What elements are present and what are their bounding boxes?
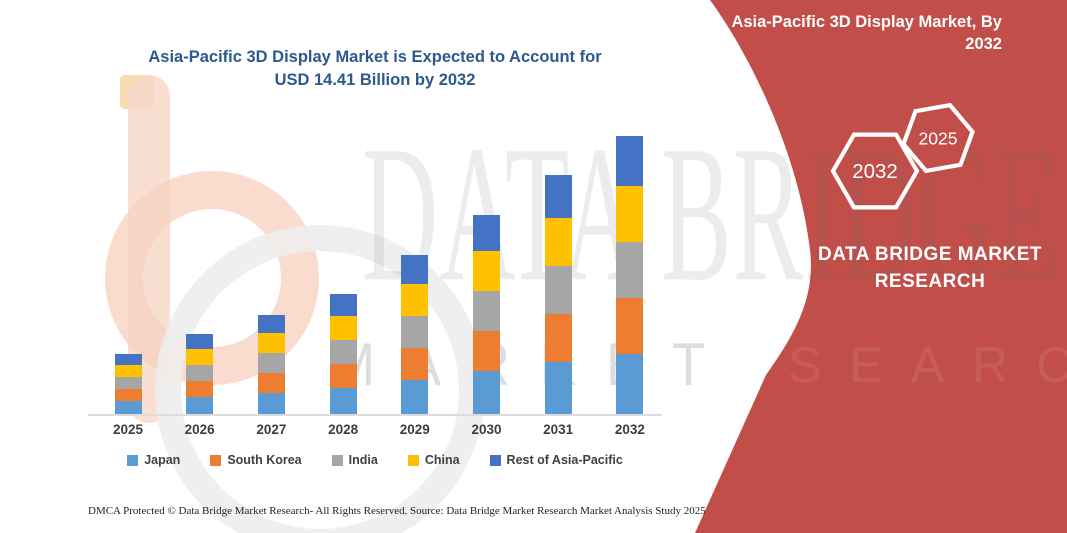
- legend-label: South Korea: [227, 453, 302, 467]
- bar-column-2028: [329, 294, 357, 415]
- footer-source-text: Source: Data Bridge Market Research Mark…: [410, 505, 706, 517]
- bar-segment-south-korea-2025: [114, 389, 142, 401]
- legend-label: Rest of Asia-Pacific: [506, 453, 623, 467]
- bar-segment-china-2026: [186, 349, 214, 365]
- bar-segment-south-korea-2030: [473, 331, 500, 371]
- bar-segment-rest-of-asia-pacific-2027: [257, 315, 285, 333]
- bar-segment-china-2032: [616, 186, 644, 242]
- year-label-2025: 2025: [112, 422, 144, 437]
- legend-item-japan: Japan: [127, 453, 180, 467]
- bar-segment-china-2030: [473, 251, 500, 291]
- bar-column-2026: [186, 334, 214, 415]
- bar-segment-japan-2032: [616, 354, 644, 415]
- bar-segment-rest-of-asia-pacific-2029: [401, 255, 429, 284]
- bar-segment-china-2029: [401, 284, 429, 316]
- year-label-2026: 2026: [184, 422, 215, 437]
- year-label-2031: 2031: [543, 422, 574, 437]
- year-label-2027: 2027: [256, 422, 287, 437]
- legend-item-china: China: [407, 453, 460, 467]
- bar-segment-rest-of-asia-pacific-2026: [186, 334, 214, 349]
- year-label-2032: 2032: [614, 422, 645, 437]
- bar-segment-rest-of-asia-pacific-2030: [473, 215, 500, 251]
- bar-segment-india-2032: [616, 242, 644, 298]
- year-label-2030: 2030: [471, 422, 502, 437]
- gray-swoosh: [155, 225, 485, 533]
- bar-segment-india-2031: [544, 266, 572, 314]
- bar-segment-rest-of-asia-pacific-2028: [329, 294, 357, 316]
- legend-item-rest-of-asia-pacific: Rest of Asia-Pacific: [489, 453, 623, 467]
- legend-swatch: [127, 454, 139, 466]
- bar-segment-rest-of-asia-pacific-2025: [114, 354, 142, 365]
- bar-column-2031: [544, 175, 572, 415]
- bar-column-2032: [616, 136, 644, 415]
- legend-swatch: [489, 454, 501, 466]
- bar-segment-india-2027: [257, 353, 285, 373]
- legend-swatch: [210, 454, 222, 466]
- bar-column-2025: [114, 354, 142, 415]
- bar-segment-japan-2025: [114, 401, 142, 415]
- bar-segment-india-2026: [186, 365, 214, 381]
- bar-column-2030: [473, 215, 500, 415]
- legend-swatch: [407, 454, 419, 466]
- legend-swatch: [331, 454, 343, 466]
- bar-segment-china-2028: [329, 316, 357, 340]
- bar-segment-japan-2031: [544, 362, 572, 415]
- legend-item-south-korea: South Korea: [210, 453, 302, 467]
- bar-segment-china-2025: [114, 365, 142, 377]
- legend-label: Japan: [144, 453, 181, 467]
- bar-segment-south-korea-2028: [329, 364, 357, 388]
- legend-label: China: [424, 453, 460, 467]
- bar-segment-japan-2027: [257, 393, 285, 415]
- bar-segment-india-2029: [401, 316, 429, 348]
- footer-dmca-text: DMCA Protected © Data Bridge Market Rese…: [88, 505, 408, 517]
- bar-segment-india-2025: [114, 377, 142, 389]
- legend-item-india: India: [331, 453, 378, 467]
- bar-segment-india-2028: [329, 340, 357, 364]
- bar-segment-south-korea-2027: [257, 373, 285, 393]
- bar-segment-south-korea-2026: [186, 381, 214, 397]
- x-axis-line: [88, 414, 662, 416]
- bar-segment-south-korea-2031: [544, 314, 572, 362]
- bar-segment-south-korea-2032: [616, 298, 644, 354]
- bar-column-2027: [257, 315, 285, 415]
- bar-segment-china-2031: [544, 218, 572, 266]
- bar-segment-japan-2028: [329, 388, 357, 415]
- bar-segment-south-korea-2029: [401, 348, 429, 380]
- bar-segment-rest-of-asia-pacific-2031: [544, 175, 572, 218]
- bar-segment-india-2030: [473, 291, 500, 331]
- chart-title: Asia-Pacific 3D Display Market is Expect…: [148, 48, 602, 89]
- chart-legend: Japan South Korea India China Rest of Asia-P…: [88, 453, 662, 467]
- bar-column-2029: [401, 255, 429, 415]
- bar-segment-japan-2029: [401, 380, 429, 415]
- bar-segment-japan-2026: [186, 397, 214, 415]
- year-label-2029: 2029: [399, 422, 430, 437]
- legend-label: India: [348, 453, 378, 467]
- bar-segment-japan-2030: [473, 371, 500, 415]
- bar-segment-china-2027: [257, 333, 285, 353]
- year-label-2028: 2028: [328, 422, 359, 437]
- bar-segment-rest-of-asia-pacific-2032: [616, 136, 644, 186]
